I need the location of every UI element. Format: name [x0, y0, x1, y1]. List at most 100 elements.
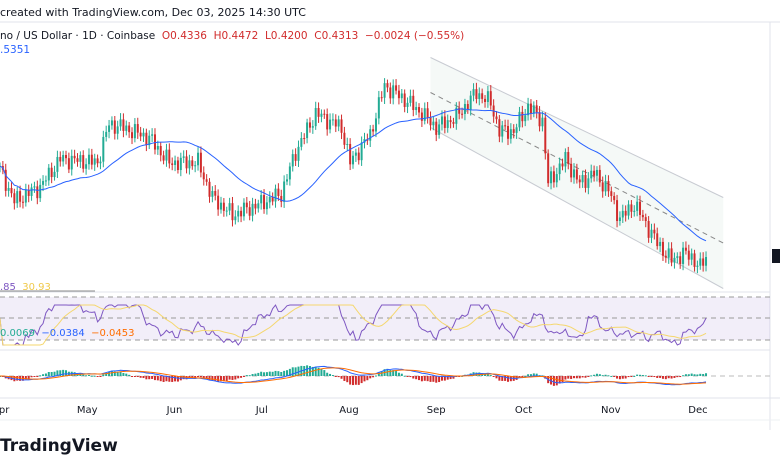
candle-body [343, 132, 346, 145]
macd-hist-bar [377, 372, 380, 376]
macd-hist-bar [492, 376, 495, 377]
candle-body [191, 160, 194, 167]
candle-body [131, 132, 134, 139]
candle-body [82, 155, 85, 169]
macd-hist-bar [578, 376, 581, 379]
candle-body [590, 170, 593, 179]
macd-hist-bar [251, 374, 254, 376]
candle-body [616, 200, 619, 222]
candle-body [495, 116, 498, 120]
macd-hist-bar [429, 376, 432, 382]
candle-body [667, 248, 670, 258]
candle-body [392, 85, 395, 99]
candle-body [659, 241, 662, 247]
macd-hist-bar [128, 374, 131, 376]
macd-hist-bar [705, 373, 708, 376]
macd-hist-bar [435, 376, 438, 383]
candle-body [47, 167, 50, 181]
candle-body [44, 180, 47, 182]
macd-hist-bar [108, 371, 111, 376]
candle-body [403, 93, 406, 107]
candle-body [518, 111, 521, 128]
macd-hist-bar [257, 372, 260, 376]
macd-hist-bar [82, 374, 85, 376]
macd-hist-bar [690, 373, 693, 376]
macd-hist-bar [308, 366, 311, 376]
candle-body [400, 93, 403, 99]
macd-hist-bar [237, 376, 240, 379]
macd-hist-bar [329, 373, 332, 376]
macd-hist-bar [667, 376, 670, 379]
macd-hist-bar [498, 376, 501, 381]
candle-body [142, 132, 145, 137]
month-label: Nov [601, 405, 621, 416]
macd-hist-bar [202, 376, 205, 379]
macd-hist-bar [283, 370, 286, 376]
candle-body [314, 108, 317, 127]
macd-hist-bar [16, 376, 19, 381]
candle-body [99, 161, 102, 164]
macd-hist-bar [418, 376, 421, 381]
macd-legend: 0.0069 −0.0384 −0.0453 [0, 328, 134, 339]
month-label: Dec [688, 405, 707, 416]
candle-body [380, 97, 383, 99]
candle-body [630, 204, 633, 212]
macd-hist-bar [604, 374, 607, 376]
macd-hist-bar [403, 375, 406, 377]
candle-body [466, 104, 469, 110]
candle-body [607, 181, 610, 192]
macd-hist-bar [438, 376, 441, 383]
macd-hist-bar [682, 375, 685, 377]
candle-body [346, 143, 349, 145]
macd-hist-bar [274, 370, 277, 376]
macd-hist-bar [59, 370, 62, 376]
macd-hist-bar [529, 374, 532, 376]
macd-hist-bar [197, 376, 200, 377]
macd-hist-bar [176, 376, 179, 382]
macd-hist-bar [449, 376, 452, 380]
candle-body [587, 178, 590, 188]
macd-hist-bar [102, 374, 105, 376]
macd-hist-bar [581, 376, 584, 378]
ma-value: .5351 [0, 44, 31, 56]
month-label: Oct [515, 405, 532, 416]
macd-hist-bar [501, 376, 504, 381]
candle-body [541, 117, 544, 127]
moving-average-line [0, 108, 707, 242]
macd-hist-bar [593, 374, 596, 376]
candle-body [19, 191, 22, 202]
macd-hist-bar [395, 371, 398, 376]
candle-body [684, 247, 687, 251]
macd-hist-bar [139, 376, 142, 378]
macd-hist-bar [601, 375, 604, 377]
macd-hist-bar [24, 376, 27, 380]
candle-body [529, 103, 532, 114]
macd-hist-bar [277, 371, 280, 376]
candle-body [397, 90, 400, 99]
candle-body [636, 201, 639, 211]
macd-hist-bar [199, 376, 202, 378]
macd-hist-bar [90, 375, 93, 377]
signal-value: −0.0453 [91, 328, 135, 339]
macd-hist-bar [280, 371, 283, 376]
macd-hist-bar [532, 373, 535, 376]
macd-hist-bar [159, 376, 162, 382]
macd-hist-bar [650, 376, 653, 377]
macd-hist-bar [245, 375, 248, 377]
candle-body [699, 258, 702, 266]
candle-body [512, 129, 515, 133]
candle-body [696, 265, 699, 267]
candle-body [354, 152, 357, 156]
macd-hist-bar [397, 372, 400, 376]
macd-hist-bar [194, 376, 197, 378]
candle-body [50, 167, 53, 178]
macd-hist-bar [62, 369, 65, 376]
macd-hist-bar [99, 376, 102, 377]
candle-body [641, 214, 644, 218]
macd-value: −0.0384 [41, 328, 85, 339]
candle-body [374, 118, 377, 132]
macd-hist-bar [219, 376, 222, 382]
macd-hist-value: 0.0069 [0, 328, 35, 339]
macd-hist-bar [535, 373, 538, 376]
